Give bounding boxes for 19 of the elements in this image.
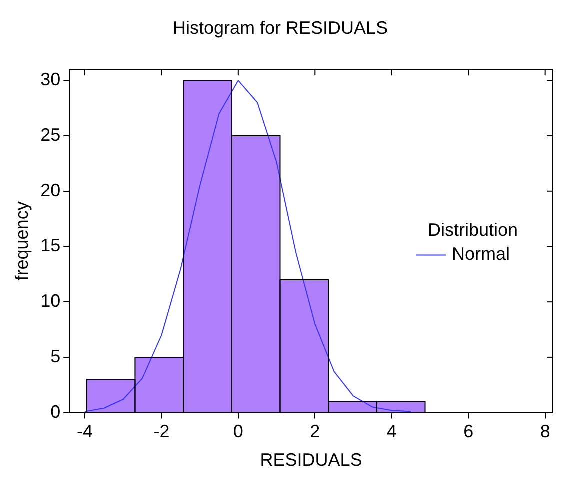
x-tick-label: 4	[386, 422, 397, 442]
y-tick-label: 10	[40, 291, 61, 312]
chart-title: Histogram for RESIDUALS	[172, 18, 388, 38]
x-tick-label: 0	[233, 422, 244, 442]
y-tick-label: 5	[50, 346, 61, 366]
x-tick-label: 6	[464, 422, 474, 442]
y-tick-label: 25	[40, 124, 61, 145]
legend-label: Normal	[452, 244, 510, 264]
legend-title: Distribution	[428, 220, 518, 240]
y-tick-label: 0	[50, 402, 61, 422]
y-axis-title: frequency	[12, 202, 32, 281]
y-tick-label: 20	[40, 180, 61, 200]
y-tick-label: 30	[40, 70, 61, 90]
x-tick-label: -2	[154, 422, 170, 442]
y-tick-label: 15	[40, 236, 61, 256]
x-tick-label: -4	[76, 422, 93, 442]
x-tick-label: 8	[540, 422, 550, 442]
x-tick-label: 2	[310, 422, 320, 442]
x-axis-title: RESIDUALS	[260, 450, 362, 470]
